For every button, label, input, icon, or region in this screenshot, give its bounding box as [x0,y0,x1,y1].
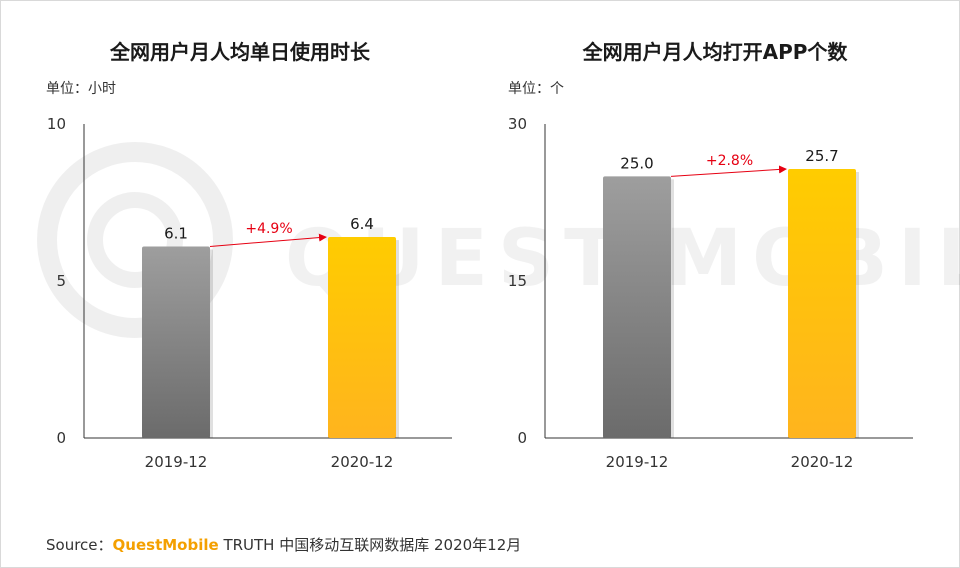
bar-value-label: 6.4 [350,215,374,233]
bar-value-label: 25.7 [805,147,838,165]
y-tick-label: 10 [47,115,66,133]
growth-arrow [209,233,327,247]
bar [788,169,856,439]
watermark-logo-ring [37,142,233,338]
y-tick-label: 15 [508,272,527,290]
growth-arrow [670,165,787,177]
growth-label: +4.9% [245,221,292,237]
bar-value-label: 6.1 [164,224,188,242]
chart-2-unit: 单位：个 [508,81,564,97]
x-tick-label: 2020-12 [791,453,854,471]
x-tick-label: 2020-12 [331,453,394,471]
x-tick-label: 2019-12 [145,453,208,471]
source-text: TRUTH 中国移动互联网数据库 2020年12月 [223,536,522,554]
bar [328,237,396,438]
chart-1-unit: 单位：小时 [46,81,116,97]
growth-label: +2.8% [706,153,753,169]
bar [142,246,210,438]
chart-1-title: 全网用户月人均单日使用时长 [110,40,370,64]
y-tick-label: 0 [56,429,66,447]
watermark-logo-core [87,192,183,288]
bar [603,176,671,439]
source-note: Source：QuestMobile TRUTH 中国移动互联网数据库 2020… [46,534,521,555]
chart-2-title: 全网用户月人均打开APP个数 [582,40,848,64]
source-prefix: Source： [46,536,113,554]
y-tick-label: 30 [508,115,527,133]
y-tick-label: 5 [56,272,66,290]
source-brand: QuestMobile [112,536,219,554]
bar-value-label: 25.0 [620,154,653,172]
x-tick-label: 2019-12 [606,453,669,471]
y-tick-label: 0 [517,429,527,447]
